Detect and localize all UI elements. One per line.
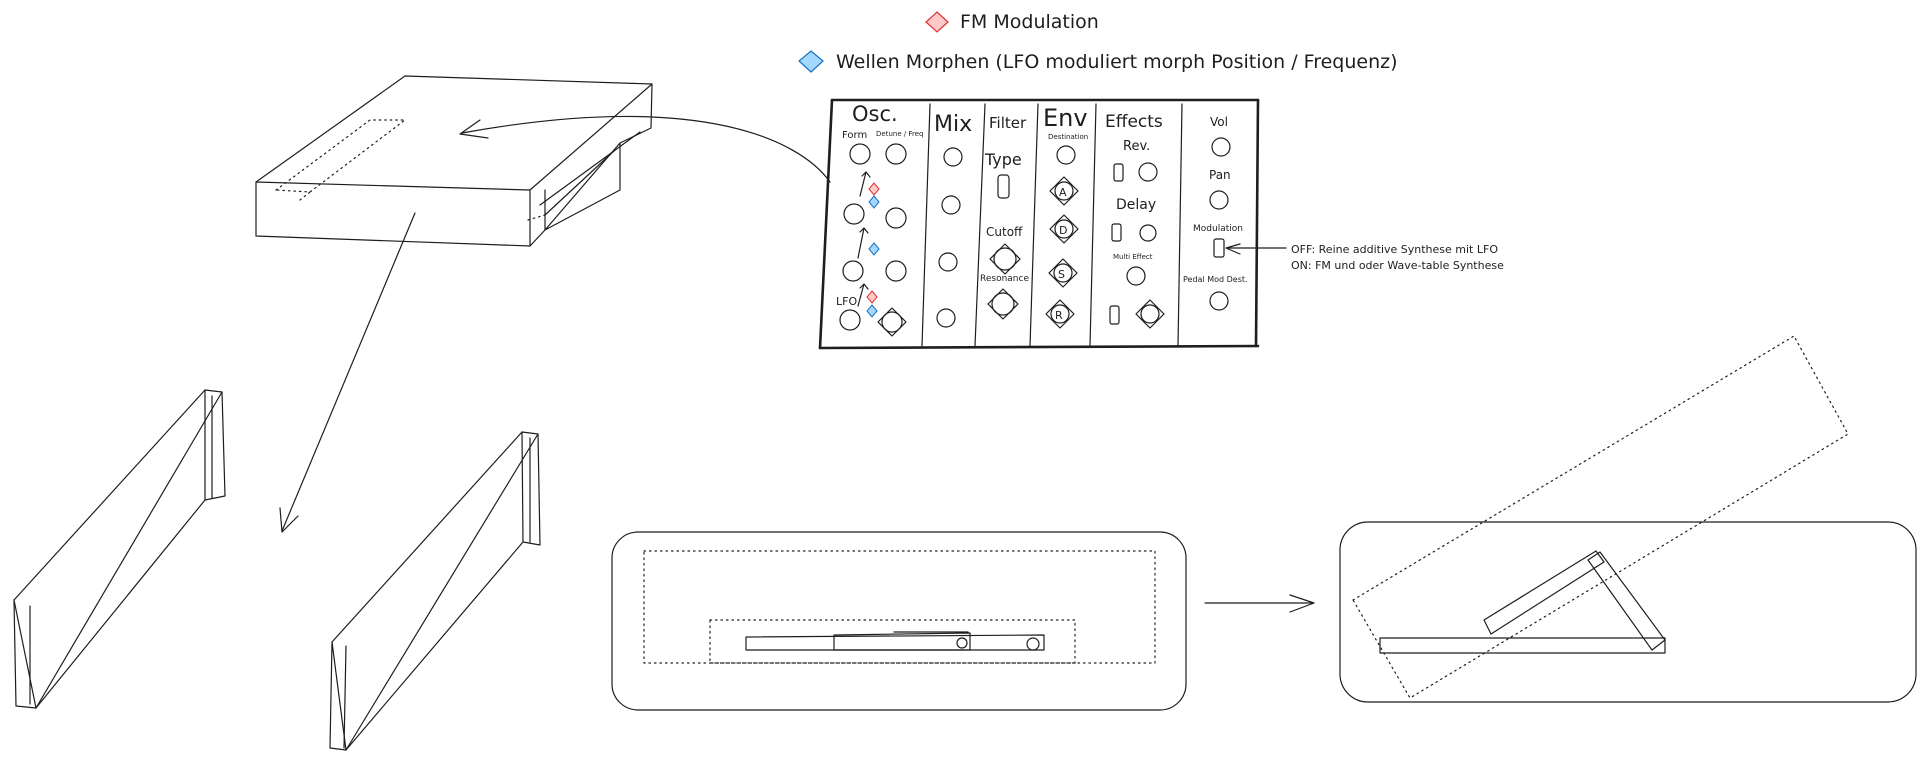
env-d-label: D <box>1059 224 1067 237</box>
type-label: Type <box>984 150 1022 169</box>
envelope-knobs: A D S R <box>1045 176 1079 329</box>
destination-label: Destination <box>1048 133 1088 141</box>
note-on: ON: FM und oder Wave-table Synthese <box>1291 259 1504 272</box>
env-r-label: R <box>1055 309 1063 322</box>
fm-legend-label: FM Modulation <box>960 11 1099 33</box>
arrow-panel-to-box <box>459 115 831 183</box>
env-title: Env <box>1043 104 1088 132</box>
arrow-closed-to-open <box>1204 594 1315 613</box>
modulation-label: Modulation <box>1193 224 1243 234</box>
rev-label: Rev. <box>1123 139 1150 154</box>
osc-knobs <box>839 143 907 337</box>
rail-left-sketch <box>13 389 226 709</box>
effects-title: Effects <box>1105 112 1163 132</box>
delay-label: Delay <box>1116 197 1156 213</box>
mix-knobs <box>936 147 963 328</box>
rail-right-sketch <box>329 431 541 751</box>
env-s-label: S <box>1058 268 1065 281</box>
detune-label: Detune / Freq <box>876 130 923 138</box>
form-label: Form <box>842 130 867 141</box>
morph-legend-diamond <box>798 50 824 73</box>
tray-open-sketch <box>1339 335 1917 703</box>
mix-title: Mix <box>934 112 972 137</box>
synth-panel: Osc. Form Detune / Freq LFO Mix <box>818 98 1260 350</box>
legend: FM Modulation Wellen Morphen (LFO moduli… <box>798 11 1398 73</box>
pedal-mod-label: Pedal Mod Dest. <box>1183 275 1248 284</box>
fm-legend-diamond <box>925 11 949 33</box>
lfo-label: LFO <box>836 295 857 308</box>
cutoff-label: Cutoff <box>986 225 1023 239</box>
morph-legend-label: Wellen Morphen (LFO moduliert morph Posi… <box>836 51 1398 73</box>
multi-effect-label: Multi Effect <box>1113 253 1153 261</box>
isometric-box-sketch <box>255 75 653 247</box>
filter-title: Filter <box>989 114 1027 132</box>
osc-title: Osc. <box>852 102 898 126</box>
note-pointer <box>1225 243 1287 255</box>
env-a-label: A <box>1059 186 1067 199</box>
note-off: OFF: Reine additive Synthese mit LFO <box>1291 243 1498 256</box>
tray-closed-sketch <box>611 531 1187 711</box>
pan-label: Pan <box>1209 168 1231 182</box>
resonance-label: Resonance <box>980 274 1029 284</box>
modulation-diamonds <box>866 182 880 318</box>
modulation-switch <box>1213 238 1225 258</box>
vol-label: Vol <box>1210 115 1228 129</box>
arrow-box-to-rails <box>279 212 416 533</box>
